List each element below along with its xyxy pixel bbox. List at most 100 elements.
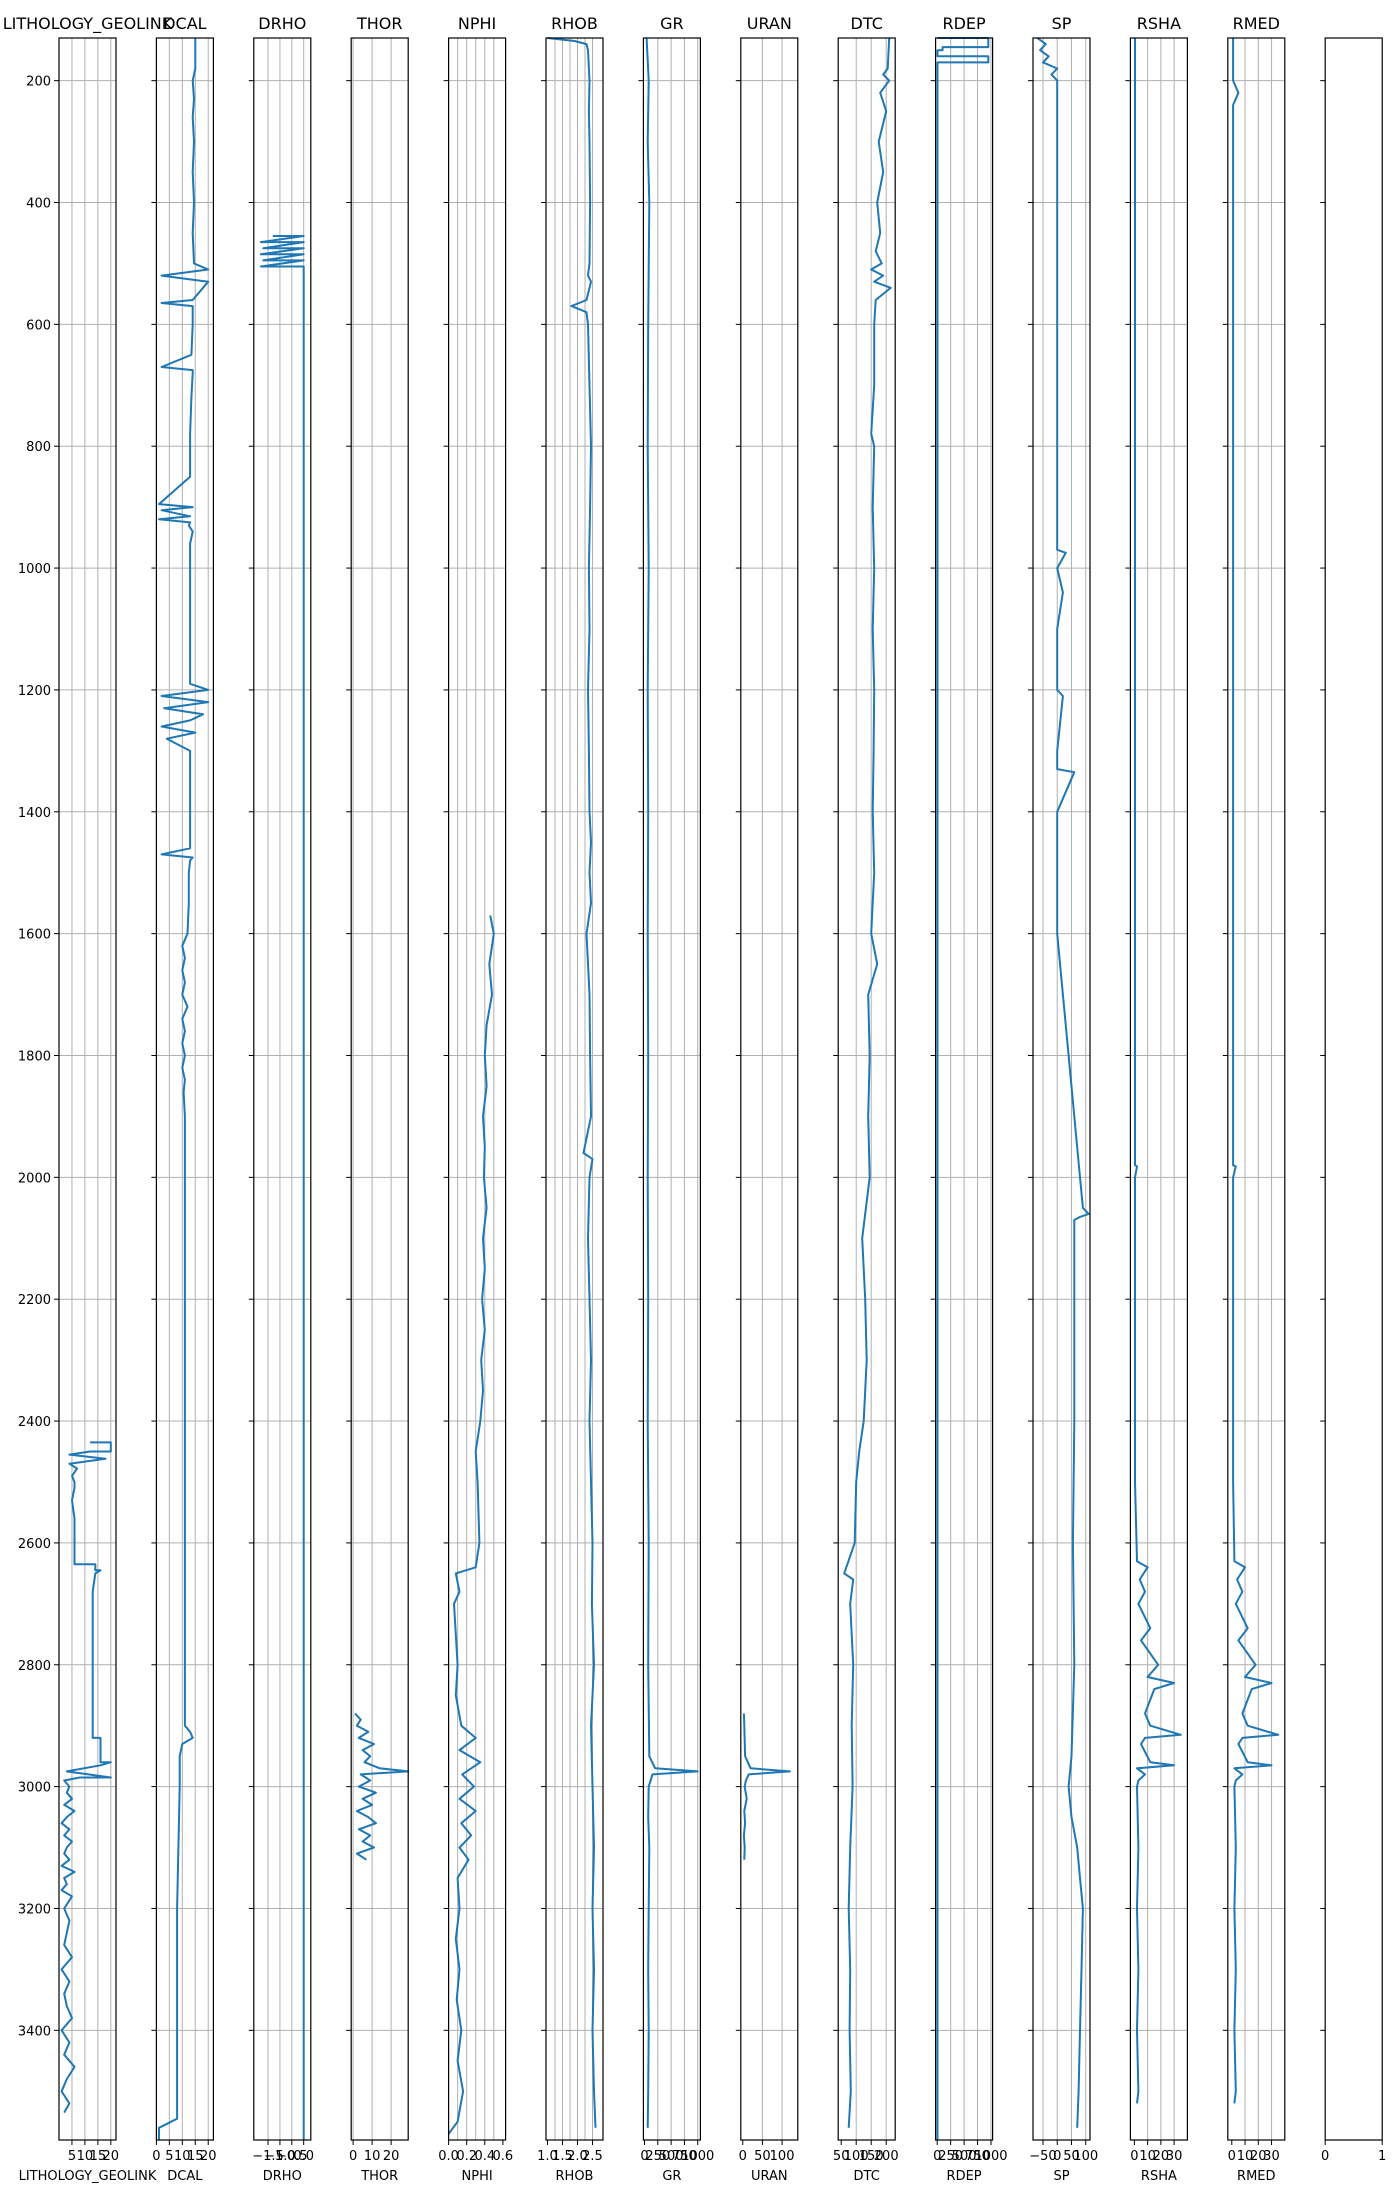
x-tick-label: 100	[844, 2149, 869, 2164]
x-tick-label: 750	[965, 2149, 990, 2164]
x-tick-label: 20	[383, 2149, 400, 2164]
x-tick-label: 0.0	[438, 2149, 459, 2164]
x-tick-label: 2.0	[567, 2149, 588, 2164]
x-tick-label: −1.5	[252, 2149, 284, 2164]
y-tick-label: 1400	[18, 806, 51, 821]
y-tick-label: 1000	[18, 562, 51, 577]
x-tick-label: 100	[1073, 2149, 1098, 2164]
x-tick-label: 1000	[974, 2149, 1007, 2164]
y-tick-label: 400	[26, 197, 51, 212]
x-tick-label: 0	[349, 2149, 357, 2164]
y-tick-label: 2600	[18, 1537, 51, 1552]
x-axis-label: RHOB	[556, 2169, 594, 2184]
y-tick-label: 2800	[18, 1659, 51, 1674]
x-tick-label: 0.0	[293, 2149, 314, 2164]
curve-thor	[354, 1712, 410, 1861]
x-tick-label: 0.2	[456, 2149, 477, 2164]
panel-title: LITHOLOGY_GEOLINK	[3, 14, 173, 34]
x-tick-label: 0.4	[474, 2149, 495, 2164]
panel-title: URAN	[747, 14, 792, 33]
x-tick-label: 200	[874, 2149, 899, 2164]
panel-frame	[1129, 37, 1189, 2141]
x-axis-label: NPHI	[462, 2169, 493, 2184]
panel-title: DTC	[851, 14, 883, 33]
curve-nphi	[447, 915, 495, 2135]
x-tick-label: 750	[672, 2149, 697, 2164]
panel-frame	[155, 37, 214, 2141]
panel-title: DCAL	[163, 14, 206, 33]
x-tick-label: 10	[364, 2149, 381, 2164]
y-tick-label: 3200	[18, 1902, 51, 1917]
curve-rhob	[547, 37, 597, 2128]
x-tick-label: 250	[645, 2149, 670, 2164]
curve-sp	[1036, 37, 1090, 2128]
x-axis-label: URAN	[751, 2169, 788, 2184]
x-tick-label: 50	[754, 2149, 771, 2164]
curve-rmed	[1232, 38, 1280, 2104]
panel-frame	[253, 37, 312, 2141]
panel-title: RDEP	[942, 14, 986, 33]
x-axis-label: DTC	[854, 2169, 880, 2184]
panel-title: NPHI	[458, 14, 496, 33]
x-axis-label: SP	[1053, 2169, 1069, 2184]
x-tick-label: 20	[1153, 2149, 1170, 2164]
panel-frame	[350, 37, 409, 2141]
x-tick-label: 1.0	[537, 2149, 558, 2164]
x-tick-label: 2.5	[582, 2149, 603, 2164]
x-tick-label: 5	[68, 2149, 76, 2164]
x-tick-label: 1	[1378, 2149, 1386, 2164]
curve-gr	[645, 37, 699, 2128]
y-tick-label: 600	[26, 318, 51, 333]
x-tick-label: 0	[1130, 2149, 1138, 2164]
panel-title: RHOB	[551, 14, 598, 33]
panel-title: SP	[1052, 14, 1072, 33]
x-tick-label: 250	[938, 2149, 963, 2164]
panel-frame	[740, 37, 799, 2141]
panel-frame	[1032, 37, 1091, 2141]
x-tick-label: 0	[1321, 2149, 1329, 2164]
panel-title: GR	[660, 14, 684, 33]
x-tick-label: 20	[200, 2149, 217, 2164]
panel-frame	[58, 37, 117, 2141]
x-tick-label: 5	[165, 2149, 173, 2164]
x-tick-label: 0	[1228, 2149, 1236, 2164]
x-tick-label: 20	[103, 2149, 120, 2164]
curve-lithology-geolink	[60, 1441, 112, 2114]
x-tick-label: 500	[659, 2149, 684, 2164]
x-axis-label: LITHOLOGY_GEOLINK	[19, 2169, 157, 2184]
panel-frame	[545, 37, 604, 2141]
y-tick-label: 3400	[18, 2024, 51, 2039]
x-axis-label: DCAL	[167, 2169, 203, 2184]
x-tick-label: 150	[859, 2149, 884, 2164]
y-tick-label: 1600	[18, 928, 51, 943]
x-tick-label: −50	[1029, 2149, 1056, 2164]
y-tick-label: 2200	[18, 1293, 51, 1308]
x-tick-label: 100	[770, 2149, 795, 2164]
curve-drho	[259, 235, 305, 2140]
panel-title: THOR	[356, 14, 403, 33]
x-tick-label: 0.6	[493, 2149, 514, 2164]
x-tick-label: 10	[1237, 2149, 1254, 2164]
x-tick-label: 15	[90, 2149, 107, 2164]
x-tick-label: 30	[1166, 2149, 1183, 2164]
x-tick-label: 0	[640, 2149, 648, 2164]
panel-frame	[448, 37, 507, 2141]
x-tick-label: 0	[933, 2149, 941, 2164]
y-tick-label: 2400	[18, 1415, 51, 1430]
x-tick-label: 500	[952, 2149, 977, 2164]
x-axis-label: DRHO	[263, 2169, 302, 2184]
x-tick-label: 10	[174, 2149, 191, 2164]
y-tick-label: 3000	[18, 1781, 51, 1796]
panel-title: DRHO	[258, 14, 306, 33]
x-tick-label: 10	[1139, 2149, 1156, 2164]
panel-frame	[837, 37, 896, 2141]
x-tick-label: −0.5	[276, 2149, 308, 2164]
